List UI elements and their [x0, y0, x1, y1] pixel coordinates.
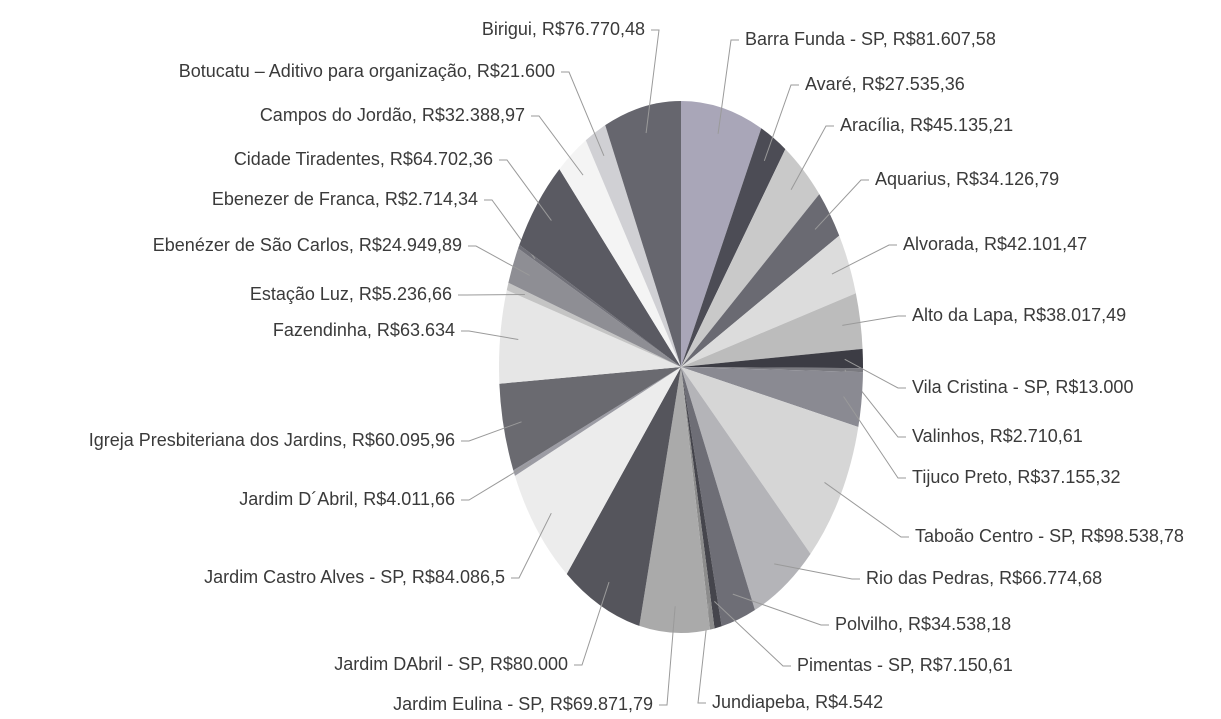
pie-slice [681, 367, 863, 373]
pie-slice [514, 367, 681, 575]
slice-label: Aracília, R$45.135,21 [840, 115, 1013, 135]
slice-label: Pimentas - SP, R$7.150,61 [797, 655, 1013, 675]
pie-slice [639, 367, 710, 633]
leader-line [714, 601, 791, 667]
leader-line [461, 421, 522, 442]
pie-slice [508, 248, 681, 367]
slice-label: Ebenezer de Franca, R$2.714,34 [212, 189, 478, 209]
slice-label: Valinhos, R$2.710,61 [912, 426, 1083, 446]
pie-slice [681, 293, 863, 367]
slice-label: Barra Funda - SP, R$81.607,58 [745, 29, 996, 49]
leader-line [732, 593, 829, 626]
leader-line [561, 71, 605, 156]
leader-line [531, 115, 584, 176]
slice-label: Fazendinha, R$63.634 [273, 320, 455, 340]
slice-label: Jardim DAbril - SP, R$80.000 [334, 654, 568, 674]
leader-line [511, 512, 552, 579]
slice-label: Birigui, R$76.770,48 [482, 19, 645, 39]
leader-line [824, 482, 909, 538]
slice-label: Aquarius, R$34.126,79 [875, 169, 1059, 189]
pie-slice [681, 101, 762, 367]
slice-label: Campos do Jordão, R$32.388,97 [260, 105, 525, 125]
leader-line [645, 29, 660, 134]
pie-slice [681, 235, 856, 367]
leader-line [659, 606, 676, 706]
pie-slice [519, 169, 681, 367]
slice-label: Igreja Presbiteriana dos Jardins, R$60.0… [89, 430, 455, 450]
leader-line [814, 179, 869, 230]
pie-slice [499, 290, 681, 384]
slice-label: Avaré, R$27.535,36 [805, 74, 965, 94]
leader-line [484, 199, 536, 259]
pie-slice [499, 367, 681, 471]
pie-slice [506, 282, 681, 367]
leader-line [831, 244, 897, 275]
leader-line [763, 84, 799, 162]
pie-slice [681, 367, 755, 627]
slice-label: Tijuco Preto, R$37.155,32 [912, 467, 1120, 487]
pie-slice [681, 194, 840, 367]
pie-slice [518, 244, 681, 367]
slice-label: Rio das Pedras, R$66.774,68 [866, 568, 1102, 588]
pie-slice [681, 367, 863, 427]
slice-label: Taboão Centro - SP, R$98.538,78 [915, 526, 1184, 546]
slice-label: Jundiapeba, R$4.542 [712, 692, 883, 712]
slice-label: Polvilho, R$34.538,18 [835, 614, 1011, 634]
pie-slice [605, 101, 681, 367]
leader-line [461, 330, 519, 341]
pie-slice [681, 367, 715, 630]
leader-line [574, 581, 610, 666]
slice-label: Botucatu – Aditivo para organização, R$2… [179, 61, 555, 81]
pie-slice [681, 367, 811, 611]
slice-label: Vila Cristina - SP, R$13.000 [912, 377, 1133, 397]
pie-slice [559, 140, 681, 367]
slice-label: Jardim Eulina - SP, R$69.871,79 [393, 694, 653, 714]
slice-label: Jardim Castro Alves - SP, R$84.086,5 [204, 567, 505, 587]
pie-slice [681, 367, 859, 554]
leader-line [844, 369, 906, 438]
pie-slice [681, 367, 722, 629]
leader-line [843, 396, 906, 479]
leader-line [842, 315, 906, 326]
leader-line [774, 563, 860, 580]
pie-slice [585, 125, 681, 367]
leader-line [790, 125, 834, 190]
slice-label: Alto da Lapa, R$38.017,49 [912, 305, 1126, 325]
pie-slice [681, 128, 786, 367]
slice-label: Ebenézer de São Carlos, R$24.949,89 [153, 235, 462, 255]
pie-slice [513, 367, 681, 476]
slice-label: Jardim D´Abril, R$4.011,66 [239, 489, 455, 509]
pie-slice [566, 367, 681, 626]
leader-line [468, 245, 530, 276]
leader-line [717, 39, 739, 134]
slice-label: Estação Luz, R$5.236,66 [250, 284, 452, 304]
slice-label: Cidade Tiradentes, R$64.702,36 [234, 149, 493, 169]
leader-line [499, 159, 552, 221]
pie-slice [681, 348, 863, 369]
leader-line [461, 462, 532, 501]
pie-slice [681, 149, 820, 367]
slice-label: Alvorada, R$42.101,47 [903, 234, 1087, 254]
leader-line [458, 293, 525, 296]
leader-line [697, 602, 710, 704]
